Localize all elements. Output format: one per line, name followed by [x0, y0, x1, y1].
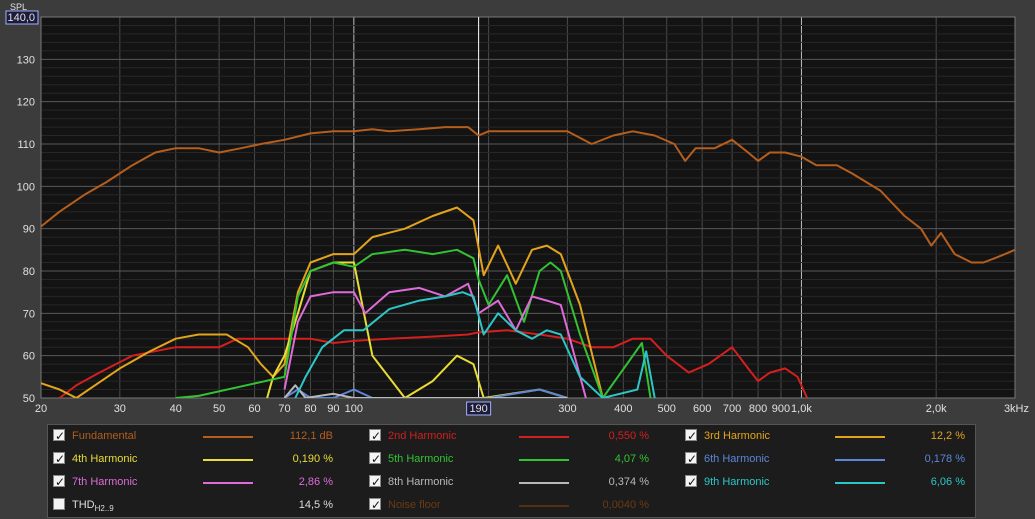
noise-floor-checkbox[interactable]: ✓	[369, 498, 382, 512]
legend-swatch	[203, 482, 253, 484]
y-tick-label: 60	[23, 351, 35, 363]
legend-label: Noise floor	[388, 499, 441, 511]
legend-label: 3rd Harmonic	[704, 430, 771, 442]
legend-label: THDH2..9	[72, 495, 114, 519]
legend-value: 4,07 %	[614, 453, 649, 465]
legend-value: 12,2 %	[930, 430, 965, 442]
x-tick-label: 300	[558, 403, 576, 415]
thd-label: THD	[72, 499, 95, 511]
x-tick-label: 80	[304, 403, 316, 415]
legend-swatch	[203, 459, 253, 461]
h6-checkbox[interactable]: ✓	[685, 452, 698, 466]
legend-item-thd[interactable]: THDH2..9 14,5 %	[53, 495, 353, 515]
series-2nd-harmonic	[58, 329, 809, 398]
h3-checkbox[interactable]: ✓	[685, 429, 698, 443]
y-tick-label: 120	[17, 97, 35, 109]
legend-swatch	[835, 482, 885, 484]
legend-label: 8th Harmonic	[388, 476, 454, 488]
x-tick-label: 60	[248, 403, 260, 415]
legend-value: 0,190 %	[292, 453, 333, 465]
legend-label: 2nd Harmonic	[388, 430, 457, 442]
legend-label: 4th Harmonic	[72, 453, 138, 465]
x-tick-label: 400	[614, 403, 632, 415]
y-tick-label: 110	[17, 139, 35, 151]
h7-checkbox[interactable]: ✓	[53, 475, 66, 489]
legend-item-noise-floor[interactable]: ✓ Noise floor 0,0040 %	[369, 495, 669, 515]
series-9th-harmonic	[294, 291, 656, 398]
legend-value: 0,550 %	[608, 430, 649, 442]
legend-swatch	[519, 459, 569, 461]
y-tick-label: 80	[23, 266, 35, 278]
legend-item-3rd-harmonic[interactable]: ✓ 3rd Harmonic 12,2 %	[685, 426, 975, 446]
x-tick-label: 3kHz	[1004, 403, 1029, 415]
series-3rd-harmonic	[41, 206, 604, 398]
x-tick-label: 700	[723, 403, 741, 415]
legend-item-fundamental[interactable]: ✓ Fundamental 112,1 dB	[53, 426, 353, 446]
x-tick-label: 900	[772, 403, 790, 415]
legend-item-9th-harmonic[interactable]: ✓ 9th Harmonic 6,06 %	[685, 472, 975, 492]
x-tick-label: 2,0k	[926, 403, 947, 415]
legend-value: 0,178 %	[924, 453, 965, 465]
series-8th-harmonic	[283, 384, 568, 398]
h5-checkbox[interactable]: ✓	[369, 452, 382, 466]
legend-item-6th-harmonic[interactable]: ✓ 6th Harmonic 0,178 %	[685, 449, 975, 469]
legend-item-2nd-harmonic[interactable]: ✓ 2nd Harmonic 0,550 %	[369, 426, 669, 446]
h2-checkbox[interactable]: ✓	[369, 429, 382, 443]
x-tick-label: 190	[469, 403, 487, 415]
legend-item-7th-harmonic[interactable]: ✓ 7th Harmonic 2,86 %	[53, 472, 353, 492]
y-tick-label: 140,0	[7, 12, 35, 24]
x-tick-label: 40	[170, 403, 182, 415]
y-tick-label: 90	[23, 224, 35, 236]
legend-label: 7th Harmonic	[72, 476, 138, 488]
h9-checkbox[interactable]: ✓	[685, 475, 698, 489]
series-4th-harmonic	[266, 261, 568, 398]
y-tick-label: 100	[17, 181, 35, 193]
legend-swatch	[519, 436, 569, 438]
spl-chart[interactable]: 140,0 130 120 110 100 90 80 70 60 50 SPL 20 30 40 50 60…	[0, 0, 1035, 424]
legend-label: 6th Harmonic	[704, 453, 770, 465]
x-tick-label: 70	[278, 403, 290, 415]
legend-panel: ✓ Fundamental 112,1 dB ✓ 2nd Harmonic 0,…	[47, 424, 976, 518]
legend-value: 6,06 %	[930, 476, 965, 488]
x-tick-label: 50	[213, 403, 225, 415]
legend-value: 14,5 %	[298, 499, 333, 511]
legend-swatch	[835, 436, 885, 438]
legend-value: 0,0040 %	[602, 499, 649, 511]
x-tick-label: 1,0k	[791, 403, 812, 415]
series-fundamental	[41, 126, 1015, 264]
legend-item-5th-harmonic[interactable]: ✓ 5th Harmonic 4,07 %	[369, 449, 669, 469]
legend-swatch	[835, 459, 885, 461]
y-axis-label: SPL	[10, 2, 27, 12]
thd-label-sub: H2..9	[94, 504, 114, 513]
legend-swatch	[203, 436, 253, 438]
x-tick-label: 500	[658, 403, 676, 415]
x-tick-label: 90	[327, 403, 339, 415]
series-5th-harmonic	[175, 248, 652, 398]
legend-value: 0,374 %	[608, 476, 649, 488]
x-tick-label: 600	[693, 403, 711, 415]
legend-swatch	[519, 505, 569, 507]
x-tick-label: 20	[35, 403, 47, 415]
h4-checkbox[interactable]: ✓	[53, 452, 66, 466]
legend-item-4th-harmonic[interactable]: ✓ 4th Harmonic 0,190 %	[53, 449, 353, 469]
legend-item-8th-harmonic[interactable]: ✓ 8th Harmonic 0,374 %	[369, 472, 669, 492]
x-tick-label: 100	[345, 403, 363, 415]
thd-checkbox[interactable]	[53, 498, 65, 510]
legend-label: Fundamental	[72, 430, 137, 442]
legend-swatch	[519, 482, 569, 484]
legend-value: 2,86 %	[298, 476, 333, 488]
legend-label: 5th Harmonic	[388, 453, 454, 465]
x-tick-label: 800	[749, 403, 767, 415]
fundamental-checkbox[interactable]: ✓	[53, 429, 66, 443]
x-tick-label: 30	[114, 403, 126, 415]
y-tick-label: 130	[17, 54, 35, 66]
y-max-box[interactable]	[5, 10, 39, 25]
plot-area[interactable]	[41, 17, 1015, 398]
y-tick-label: 50	[23, 393, 35, 405]
legend-value: 112,1 dB	[289, 430, 333, 442]
cursor-readout-box[interactable]	[466, 401, 492, 416]
h8-checkbox[interactable]: ✓	[369, 475, 382, 489]
legend-label: 9th Harmonic	[704, 476, 770, 488]
y-tick-label: 70	[23, 308, 35, 320]
